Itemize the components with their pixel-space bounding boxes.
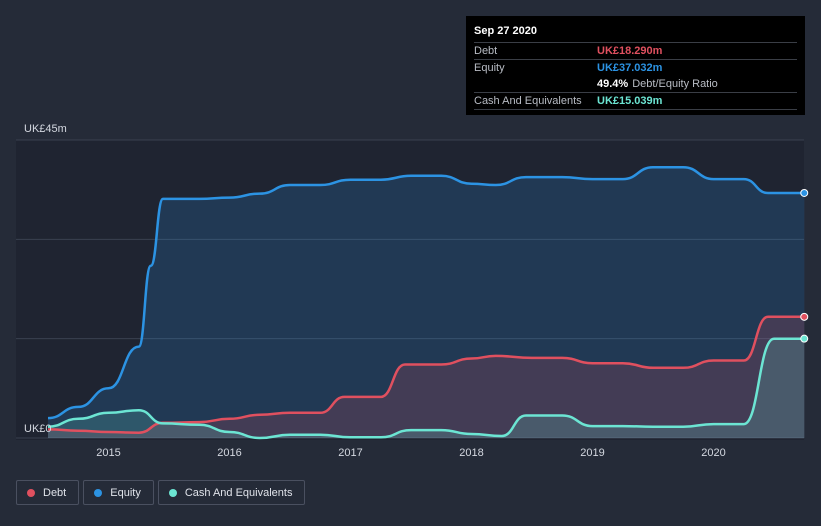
area-equity bbox=[48, 167, 805, 438]
tooltip-equity-row: Equity UK£37.032m bbox=[474, 59, 797, 76]
x-tick-label-2017: 2017 bbox=[338, 447, 362, 459]
x-tick-label-2019: 2019 bbox=[580, 447, 604, 459]
x-tick-label-2020: 2020 bbox=[701, 447, 725, 459]
tooltip-ratio-row: 49.4% Debt/Equity Ratio bbox=[474, 76, 797, 92]
legend-dot-cash bbox=[168, 488, 177, 497]
x-tick-label-2016: 2016 bbox=[217, 447, 241, 459]
legend-label-cash: Cash And Equivalents bbox=[184, 486, 293, 499]
grid-lines bbox=[16, 139, 804, 439]
tooltip-ratio-label: Debt/Equity Ratio bbox=[632, 78, 718, 90]
line-cash-and-equivalents bbox=[47, 337, 805, 440]
data-tooltip: Sep 27 2020 Debt UK£18.290m Equity UK£37… bbox=[466, 16, 805, 115]
area-fills bbox=[48, 167, 805, 438]
tooltip-cash-value: UK£15.039m bbox=[597, 95, 663, 107]
tooltip-equity-label: Equity bbox=[474, 62, 505, 74]
series-end-markers bbox=[800, 188, 809, 343]
marker-debt bbox=[800, 312, 809, 321]
tooltip-cash-label: Cash And Equivalents bbox=[474, 95, 582, 107]
legend-item-debt[interactable]: Debt bbox=[16, 480, 80, 505]
tooltip-equity-value: UK£37.032m bbox=[597, 62, 663, 74]
tooltip-debt-label: Debt bbox=[474, 45, 498, 57]
series-lines bbox=[47, 165, 805, 440]
tooltip-debt-value: UK£18.290m bbox=[597, 45, 663, 57]
x-tick-label-2015: 2015 bbox=[96, 447, 120, 459]
marker-equity bbox=[800, 188, 809, 197]
tooltip-cash-row: Cash And Equivalents UK£15.039m bbox=[474, 92, 797, 110]
area-debt bbox=[48, 316, 805, 438]
x-tick-label-2018: 2018 bbox=[459, 447, 483, 459]
legend-dot-equity bbox=[94, 488, 103, 497]
chart-legend: Debt Equity Cash And Equivalents bbox=[16, 480, 309, 507]
tooltip-debt-row: Debt UK£18.290m bbox=[474, 42, 797, 59]
y-axis-top-label: UK£45m bbox=[24, 123, 67, 135]
x-axis-ticks: 2015 2016 2017 2018 2019 2020 bbox=[96, 447, 725, 459]
marker-cash-and-equivalents bbox=[800, 334, 809, 343]
area-cash-and-equivalents bbox=[48, 338, 805, 438]
legend-item-cash[interactable]: Cash And Equivalents bbox=[157, 480, 306, 505]
legend-dot-debt bbox=[27, 488, 35, 497]
line-equity bbox=[47, 165, 805, 420]
y-axis-bottom-label: UK£0 bbox=[24, 423, 52, 435]
legend-item-equity[interactable]: Equity bbox=[83, 480, 154, 505]
tooltip-date: Sep 27 2020 bbox=[474, 25, 537, 37]
legend-label-debt: Debt bbox=[43, 486, 67, 499]
legend-label-equity: Equity bbox=[110, 486, 141, 499]
tooltip-ratio-value: 49.4% bbox=[597, 78, 629, 90]
